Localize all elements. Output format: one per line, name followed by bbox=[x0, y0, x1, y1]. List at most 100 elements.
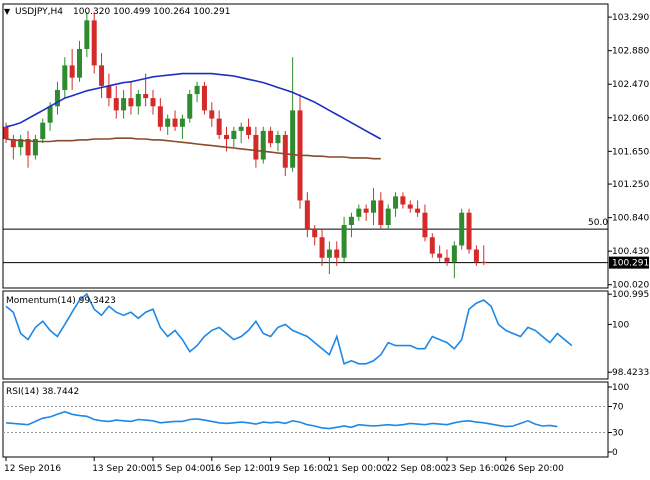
price-pane: 103.290 102.880 102.470 102.060 101.650 101.2… bbox=[2, 3, 649, 291]
candle-body bbox=[99, 65, 105, 86]
candle bbox=[415, 200, 421, 217]
candle-body bbox=[326, 249, 332, 258]
price-axis-label: 102.060 bbox=[612, 114, 649, 124]
candle bbox=[54, 81, 60, 115]
candle bbox=[84, 12, 90, 58]
price-axis-label: 100.020 bbox=[612, 281, 649, 291]
candle-body bbox=[437, 253, 443, 258]
candle bbox=[334, 241, 340, 266]
candle-body bbox=[363, 208, 369, 213]
candle bbox=[216, 110, 222, 140]
candle-body bbox=[69, 65, 75, 78]
momentum-title: Momentum(14) 99.3423 bbox=[6, 296, 116, 306]
candle-body bbox=[466, 212, 472, 250]
candle-body bbox=[268, 130, 274, 144]
time-axis-label: 16 Sep 12:00 bbox=[210, 464, 270, 474]
candle bbox=[179, 114, 185, 140]
candle-body bbox=[253, 134, 259, 160]
rsi-title: RSI(14) 38.7442 bbox=[6, 387, 79, 397]
candle-body bbox=[231, 130, 237, 140]
time-axis-label: 23 Sep 16:00 bbox=[445, 464, 505, 474]
candle bbox=[363, 204, 369, 221]
candle-body bbox=[216, 118, 222, 135]
candle bbox=[165, 114, 171, 135]
candle-body bbox=[10, 139, 16, 148]
candle-body bbox=[25, 139, 31, 156]
candle-body bbox=[312, 229, 318, 238]
candle bbox=[194, 81, 200, 103]
candle bbox=[187, 89, 193, 123]
candle bbox=[77, 40, 82, 82]
time-axis-label: 13 Sep 20:00 bbox=[92, 464, 152, 474]
candle bbox=[319, 229, 325, 266]
price-axis-label: 103.290 bbox=[612, 13, 649, 23]
candle-body bbox=[150, 98, 156, 107]
candle-body bbox=[356, 208, 362, 217]
price-axis-label: 100.840 bbox=[612, 214, 649, 224]
candle-body bbox=[348, 216, 354, 225]
candle bbox=[32, 134, 38, 160]
candle bbox=[378, 192, 384, 230]
candle-body bbox=[400, 196, 406, 205]
symbol-label: USDJPY,H4 bbox=[15, 7, 63, 17]
candle bbox=[371, 188, 376, 225]
moving-average-slow bbox=[5, 137, 381, 160]
candle-body bbox=[121, 98, 127, 111]
moving-average-fast bbox=[5, 72, 382, 140]
rsi-axis-label: 70 bbox=[612, 403, 624, 413]
collapse-triangle-icon[interactable]: ▼ bbox=[4, 7, 11, 16]
candle bbox=[18, 134, 24, 156]
last-price-tag bbox=[609, 256, 649, 269]
candle bbox=[451, 241, 457, 279]
candle-body bbox=[47, 106, 53, 123]
candle-body bbox=[172, 118, 178, 127]
time-axis-label: 22 Sep 08:00 bbox=[386, 464, 446, 474]
candle-body bbox=[385, 208, 391, 225]
candle bbox=[231, 126, 237, 148]
time-axis-label: 15 Sep 04:00 bbox=[151, 464, 211, 474]
candle-body bbox=[422, 212, 428, 238]
candle bbox=[326, 241, 332, 275]
candle bbox=[128, 81, 134, 115]
candle-body bbox=[407, 204, 413, 209]
candle-body bbox=[106, 85, 112, 99]
candle-body bbox=[481, 261, 487, 263]
candle bbox=[341, 216, 347, 262]
candle bbox=[260, 126, 266, 164]
price-axis-label: 100.430 bbox=[612, 247, 649, 257]
candle-body bbox=[209, 110, 215, 119]
candle-body bbox=[194, 85, 200, 95]
candle bbox=[407, 200, 413, 213]
candle bbox=[275, 130, 281, 152]
rsi-pane: 100 70 30 0 RSI(14) 38.7442 bbox=[2, 381, 629, 458]
chart-header: ▼ USDJPY,H4 100.320 100.499 100.264 100.… bbox=[4, 7, 230, 17]
candle bbox=[135, 89, 141, 115]
candle bbox=[150, 89, 156, 115]
candle-body bbox=[260, 130, 266, 160]
price-axis-label: 101.250 bbox=[612, 180, 649, 190]
rsi-pane-frame bbox=[2, 381, 609, 458]
candle-body bbox=[290, 110, 296, 168]
candle bbox=[253, 126, 259, 168]
candle bbox=[238, 122, 244, 144]
candle bbox=[99, 53, 105, 99]
fibonacci-50-label: 50.0 bbox=[588, 218, 608, 228]
candle bbox=[312, 224, 318, 246]
candle bbox=[113, 85, 119, 119]
candle bbox=[201, 81, 207, 115]
rsi-axis-label: 0 bbox=[612, 448, 618, 458]
momentum-pane-frame bbox=[2, 290, 609, 380]
time-axis-label: 19 Sep 16:00 bbox=[269, 464, 329, 474]
candle-body bbox=[40, 122, 46, 140]
momentum-axis-label: 98.4233 bbox=[612, 368, 649, 378]
candle bbox=[25, 130, 31, 168]
ohlc-values: 100.320 100.499 100.264 100.291 bbox=[73, 7, 230, 17]
candle bbox=[62, 57, 68, 99]
candle-body bbox=[319, 237, 325, 258]
candle bbox=[106, 73, 112, 107]
price-axis-label: 102.470 bbox=[612, 80, 649, 90]
candle bbox=[356, 204, 362, 221]
